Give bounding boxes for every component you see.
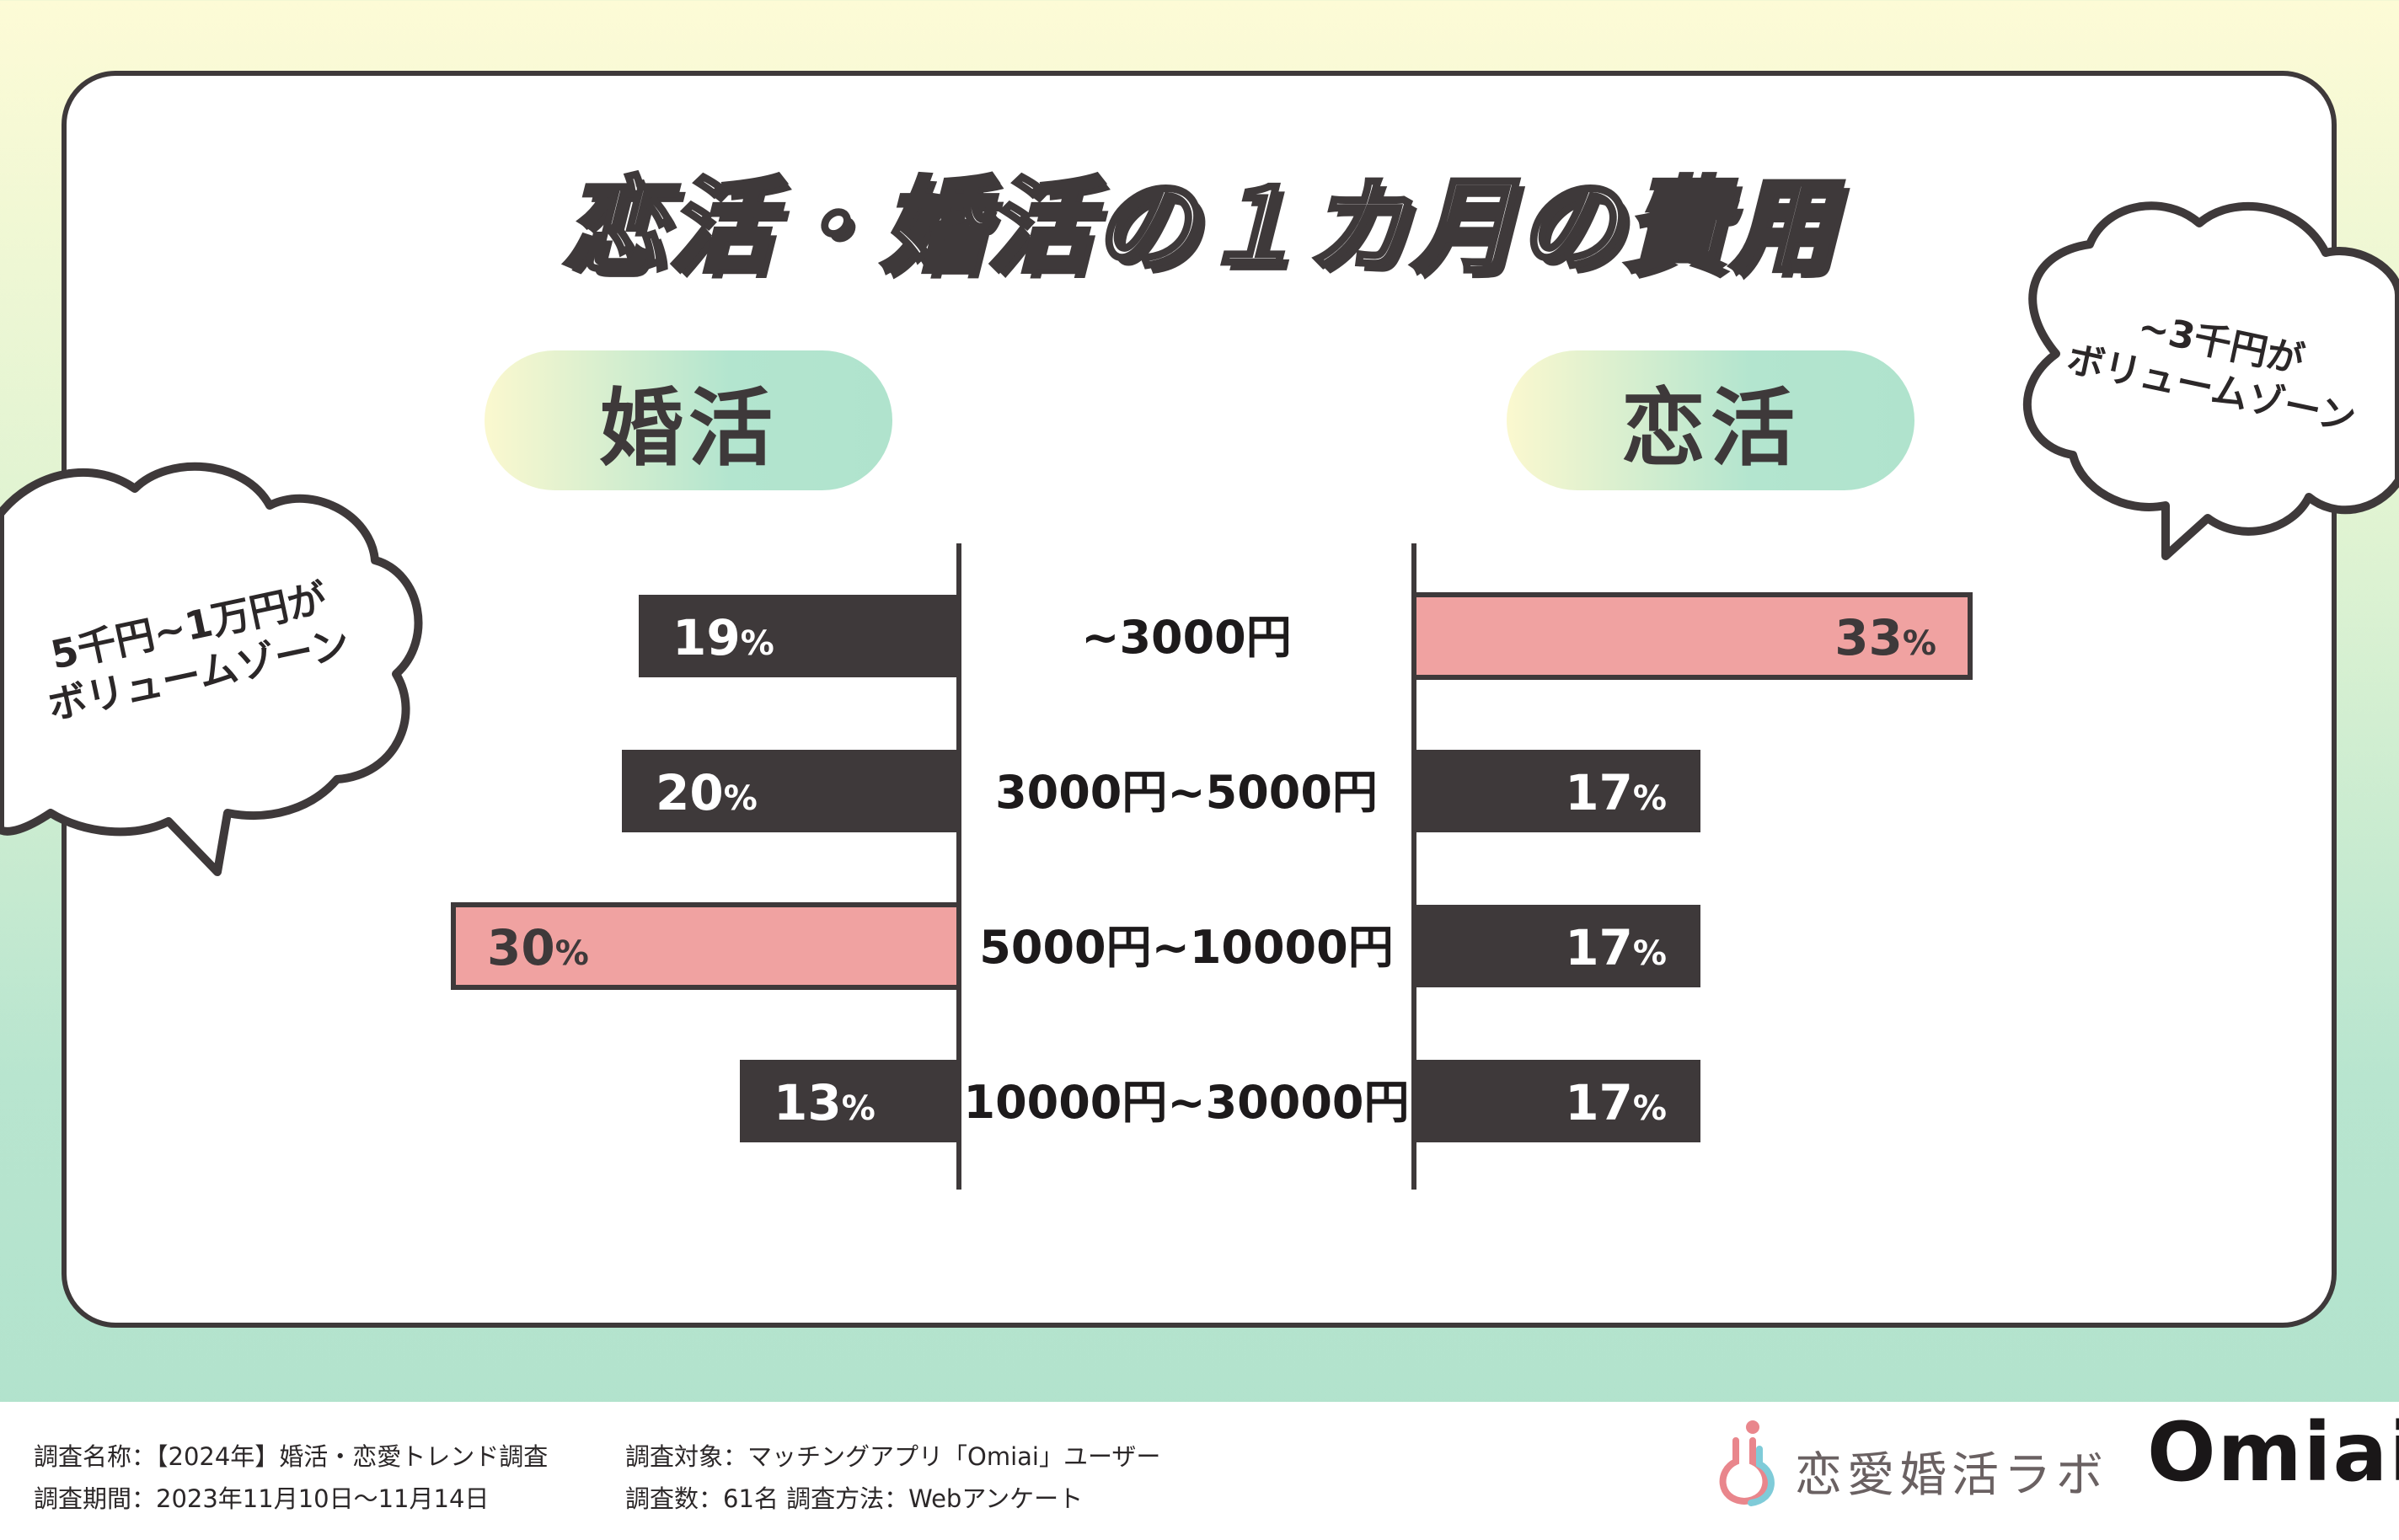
right-bar xyxy=(1414,1060,1700,1142)
brand-omiai-logo: Omiai xyxy=(2147,1405,2399,1500)
footer-survey-target: 調査対象：マッチングアプリ「Omiai」ユーザー xyxy=(625,1442,1161,1471)
flask-logo-icon xyxy=(1719,1420,1775,1506)
right-bar-label: 17% xyxy=(1565,1074,1667,1131)
right-bar-label: 33% xyxy=(1834,609,1936,666)
footer xyxy=(0,1402,2399,1540)
category-label: 3000円~5000円 xyxy=(995,766,1378,819)
left-callout-cloud xyxy=(0,462,423,876)
left-bar-label: 30% xyxy=(487,919,589,976)
chart-title: 恋活・婚活の１カ月の費用 xyxy=(560,165,1837,289)
category-label: ~3000円 xyxy=(1081,611,1292,664)
right-heading-pill: 恋活 xyxy=(1507,350,1914,490)
footer-survey-name: 調査名称：【2024年】婚活・恋愛トレンド調査 xyxy=(34,1442,549,1471)
right-bar xyxy=(1414,750,1700,832)
left-bar-label: 20% xyxy=(656,764,758,821)
category-label: 5000円~10000円 xyxy=(979,921,1393,974)
left-bar xyxy=(740,1060,959,1142)
brand-lab-logo: 恋愛婚活ラボ xyxy=(1795,1448,2108,1503)
right-bar xyxy=(1411,592,1973,680)
left-bar xyxy=(451,902,961,990)
footer-survey-count: 調査数：61名 調査方法：Webアンケート xyxy=(625,1484,1084,1513)
chart-card xyxy=(62,71,2337,1328)
right-bar-label: 17% xyxy=(1565,764,1667,821)
footer-survey-period: 調査期間：2023年11月10日〜11月14日 xyxy=(34,1484,490,1513)
right-bar xyxy=(1414,905,1700,987)
right-bar-label: 17% xyxy=(1565,919,1667,976)
left-bar-label: 19% xyxy=(672,609,774,666)
right-callout-cloud xyxy=(2023,201,2399,560)
left-heading-pill: 婚活 xyxy=(485,350,892,490)
left-bar-label: 13% xyxy=(774,1074,876,1131)
left-bar xyxy=(622,750,959,832)
left-bar xyxy=(639,595,959,677)
category-label: 10000円~30000円 xyxy=(964,1076,1410,1129)
